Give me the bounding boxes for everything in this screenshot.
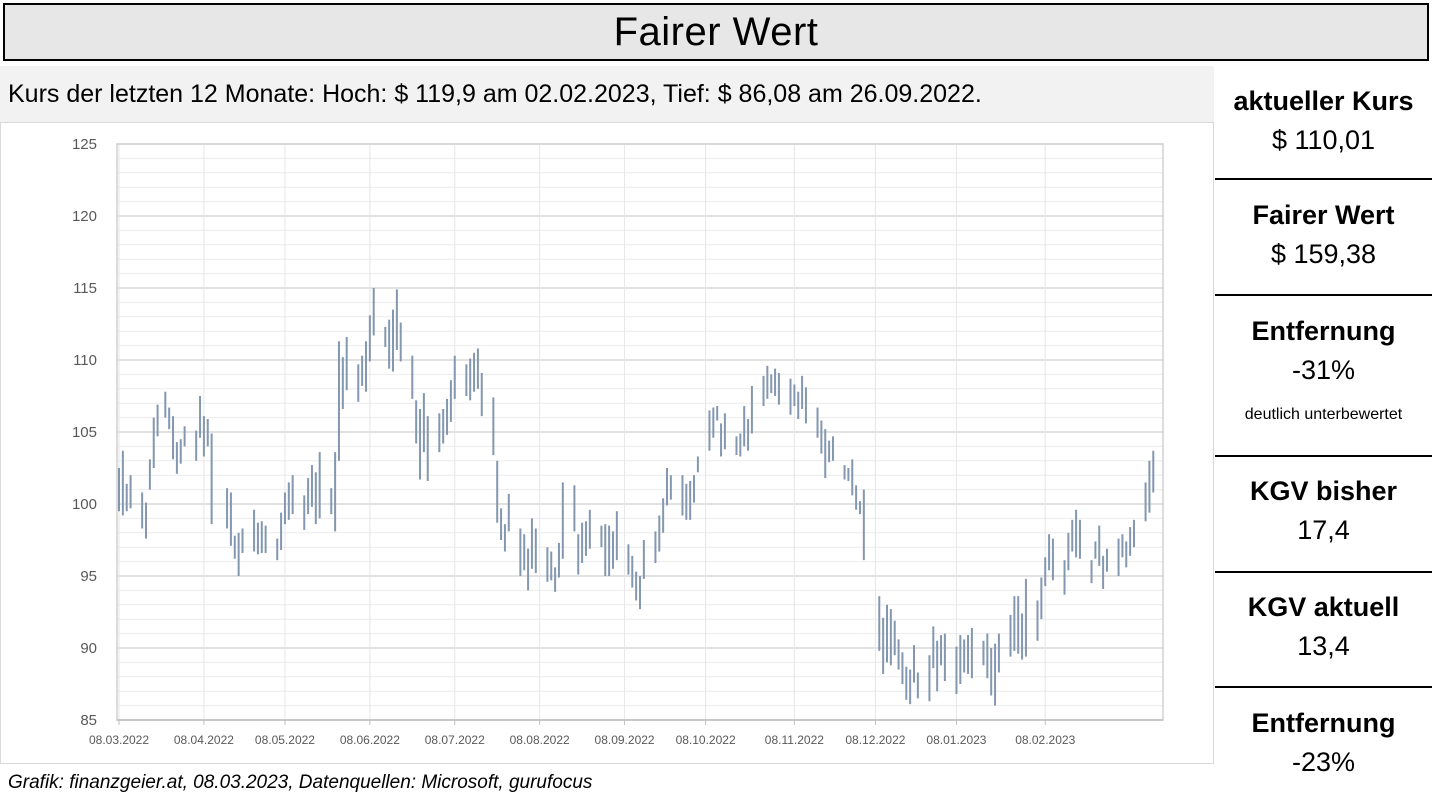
- x-tick-label: 08.07.2022: [425, 733, 485, 747]
- price-chart: 85 90 95 100 105 110 115 120 125 08.03.2022 08.04.…: [72, 136, 1164, 747]
- chart-subtitle: Kurs der letzten 12 Monate: Hoch: $ 119,…: [0, 66, 1214, 122]
- distance-label: Entfernung: [1251, 708, 1396, 738]
- current-price-value: $ 110,01: [1271, 125, 1376, 155]
- divider: [1215, 571, 1432, 573]
- y-tick-label: 90: [80, 640, 97, 657]
- y-tick-label: 125: [72, 136, 97, 153]
- x-tick-label: 08.12.2022: [845, 733, 905, 747]
- x-tick-label: 08.03.2022: [89, 733, 149, 747]
- y-tick-label: 110: [73, 352, 97, 369]
- divider: [1215, 178, 1432, 180]
- metrics-panel: aktueller Kurs $ 110,01 Fairer Wert $ 15…: [1215, 66, 1432, 802]
- pe-current-value: 13,4: [1297, 631, 1350, 661]
- x-tick-label: 08.04.2022: [174, 733, 234, 747]
- metric-fair-value: Fairer Wert $ 159,38: [1215, 200, 1432, 270]
- x-tick-label: 08.02.2023: [1015, 733, 1075, 747]
- chart-title: Fairer Wert: [3, 3, 1429, 61]
- x-tick-label: 08.11.2022: [765, 733, 824, 747]
- y-tick-label: 85: [80, 712, 97, 729]
- distance-value: -31%: [1291, 355, 1356, 385]
- metric-distance-1: Entfernung -31% deutlich unterbewertet: [1215, 316, 1432, 424]
- y-tick-label: 105: [72, 424, 97, 441]
- x-tick-label: 08.06.2022: [340, 733, 400, 747]
- fair-value-label: Fairer Wert: [1252, 200, 1395, 230]
- chart-source: Grafik: finanzgeier.at, 08.03.2023, Date…: [8, 772, 593, 793]
- pe-current-label: KGV aktuell: [1247, 592, 1400, 622]
- divider: [1215, 686, 1432, 688]
- y-tick-label: 115: [73, 280, 97, 297]
- x-tick-label: 08.01.2023: [926, 733, 986, 747]
- y-tick-label: 100: [72, 496, 97, 513]
- metric-current-price: aktueller Kurs $ 110,01: [1215, 86, 1432, 156]
- metric-distance-2: Entfernung -23%: [1215, 708, 1432, 778]
- metric-pe-current: KGV aktuell 13,4: [1215, 592, 1432, 662]
- distance-label: Entfernung: [1251, 316, 1396, 346]
- x-tick-label: 08.05.2022: [255, 733, 315, 747]
- current-price-label: aktueller Kurs: [1233, 86, 1414, 116]
- x-tick-label: 08.08.2022: [510, 733, 570, 747]
- divider: [1215, 455, 1432, 457]
- pe-past-label: KGV bisher: [1249, 476, 1398, 506]
- distance-value: -23%: [1291, 747, 1356, 777]
- x-tick-label: 08.09.2022: [595, 733, 655, 747]
- pe-past-value: 17,4: [1297, 515, 1350, 545]
- x-tick-label: 08.10.2022: [676, 733, 736, 747]
- divider: [1215, 294, 1432, 296]
- metric-pe-past: KGV bisher 17,4: [1215, 476, 1432, 546]
- y-tick-label: 95: [80, 568, 97, 585]
- chart-frame: [0, 122, 1214, 764]
- fair-value-value: $ 159,38: [1270, 239, 1377, 269]
- valuation-note: deutlich unterbewertet: [1244, 406, 1403, 423]
- y-tick-label: 120: [72, 208, 97, 225]
